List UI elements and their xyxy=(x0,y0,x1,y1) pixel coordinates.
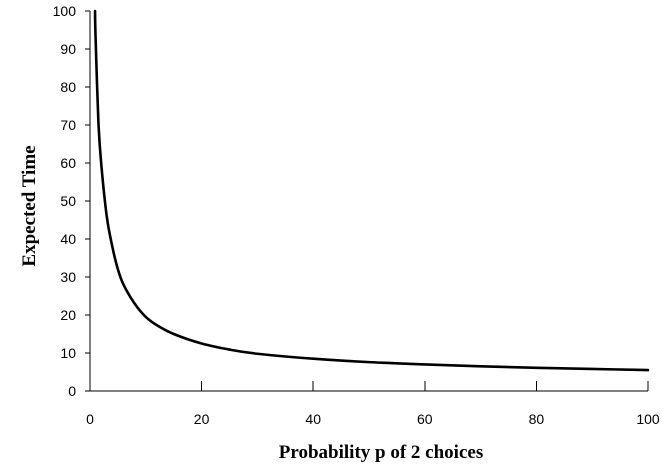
x-axis: 0 20 40 60 80 100 xyxy=(86,381,660,427)
y-tick-label: 100 xyxy=(53,3,77,19)
y-tick-label: 30 xyxy=(60,269,76,285)
x-tick-label: 20 xyxy=(194,411,210,427)
x-axis-title: Probability p of 2 choices xyxy=(279,442,483,463)
y-tick-label: 50 xyxy=(60,193,76,209)
y-tick-label: 40 xyxy=(60,231,76,247)
y-tick-label: 90 xyxy=(60,41,76,57)
x-tick-label: 80 xyxy=(529,411,545,427)
series-line-0 xyxy=(93,9,650,372)
y-tick-label: 0 xyxy=(68,383,76,399)
y-tick-label: 20 xyxy=(60,307,76,323)
y-tick-label: 10 xyxy=(60,345,76,361)
x-tick-label: 40 xyxy=(305,411,321,427)
series-group xyxy=(93,9,650,372)
x-tick-label: 60 xyxy=(417,411,433,427)
y-tick-label: 80 xyxy=(60,79,76,95)
y-axis: 0 10 20 30 40 50 60 70 80 90 100 xyxy=(53,3,91,399)
x-tick-label: 0 xyxy=(86,411,94,427)
y-tick-label: 60 xyxy=(60,155,76,171)
y-axis-title: Expected Time xyxy=(19,145,40,266)
y-tick-label: 70 xyxy=(60,117,76,133)
x-tick-label: 100 xyxy=(636,411,660,427)
